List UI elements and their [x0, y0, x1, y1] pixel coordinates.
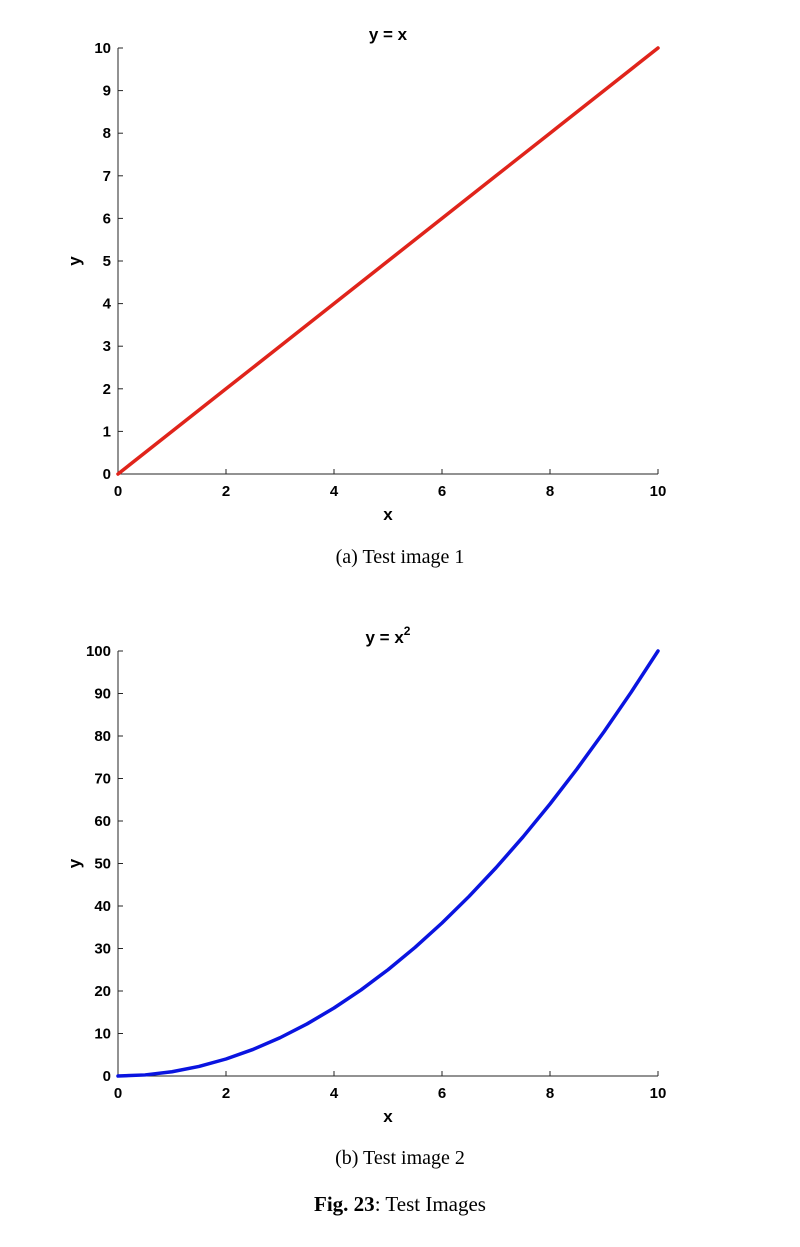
chart-1-y-tick-label: 40	[94, 898, 111, 915]
chart-1-x-tick-label: 2	[222, 1085, 230, 1102]
chart-1-y-axis-label: y	[65, 858, 84, 868]
chart-0-x-tick-label: 8	[546, 483, 554, 500]
chart-0-y-tick-label: 3	[103, 338, 111, 355]
chart-1-x-tick-label: 4	[330, 1085, 339, 1102]
chart-1-series-line-0	[116, 649, 660, 1078]
chart-0-y-tick-label: 4	[103, 296, 112, 313]
chart-1-y-tick-label: 20	[94, 983, 111, 1000]
chart-1-title: y = x2	[366, 624, 411, 647]
chart-0-y-tick-label: 9	[103, 83, 111, 100]
chart-1-y-tick-label: 70	[94, 771, 111, 788]
chart-1-x-tick-label: 10	[650, 1085, 667, 1102]
chart-1-y-tick-label: 0	[103, 1068, 111, 1085]
figure-caption-text: : Test Images	[374, 1192, 486, 1216]
chart-1-title-base: y = x	[366, 628, 405, 647]
figure-label: Fig. 23	[314, 1192, 375, 1216]
chart-1-y-tick-label: 60	[94, 813, 111, 830]
chart-1-y-tick-label: 100	[86, 643, 111, 660]
chart-0-x-tick-label: 10	[650, 483, 667, 500]
chart-1-x-axis-label: x	[383, 1107, 393, 1126]
chart-1-y-tick-label: 10	[94, 1026, 111, 1043]
caption-b: (b) Test image 2	[335, 1147, 465, 1169]
chart-a: 0 1 2 3 4 5 6 7 8 9 10 0 2 4 6 8 10 x y y = x	[0, 0, 800, 540]
chart-0-x-tick-label: 0	[114, 483, 122, 500]
chart-0-y-tick-label: 6	[103, 210, 111, 227]
chart-0-y-tick-label: 7	[103, 168, 111, 185]
chart-0-series-line-0	[116, 46, 660, 476]
chart-1-x-tick-label: 0	[114, 1085, 122, 1102]
chart-0-title: y = x	[369, 25, 408, 44]
chart-1-y-tick-label: 90	[94, 686, 111, 703]
chart-1-y-tick-label: 80	[94, 728, 111, 745]
chart-1-x-tick-label: 8	[546, 1085, 554, 1102]
chart-0-y-axis-label: y	[65, 256, 84, 266]
chart-0-y-tick-label: 10	[94, 40, 111, 57]
chart-0-x-axis-label: x	[383, 505, 393, 524]
chart-b: 0 10 20 30 40 50 60 70 80 90 100 0 2 4 6 8 10 x y y = x2	[0, 600, 800, 1140]
chart-0-x-tick-label: 4	[330, 483, 339, 500]
chart-0-y-tick-label: 8	[103, 125, 111, 142]
chart-0-x-tick-label: 2	[222, 483, 230, 500]
caption-a: (a) Test image 1	[335, 546, 465, 568]
chart-0-y-tick-label: 5	[103, 253, 111, 270]
chart-0-x-tick-label: 6	[438, 483, 446, 500]
chart-1-x-tick-label: 6	[438, 1085, 446, 1102]
chart-1-y-tick-label: 30	[94, 941, 111, 958]
chart-1-title-superscript: 2	[404, 624, 411, 638]
figure-caption: Fig. 23: Test Images	[0, 1192, 800, 1217]
chart-0-y-tick-label: 1	[103, 423, 111, 440]
chart-0-y-tick-label: 0	[103, 466, 111, 483]
chart-a-svg: 0 1 2 3 4 5 6 7 8 9 10 0 2 4 6 8 10 x y y = x	[65, 25, 667, 524]
chart-0-y-tick-label: 2	[103, 381, 111, 398]
chart-1-y-tick-label: 50	[94, 856, 111, 873]
